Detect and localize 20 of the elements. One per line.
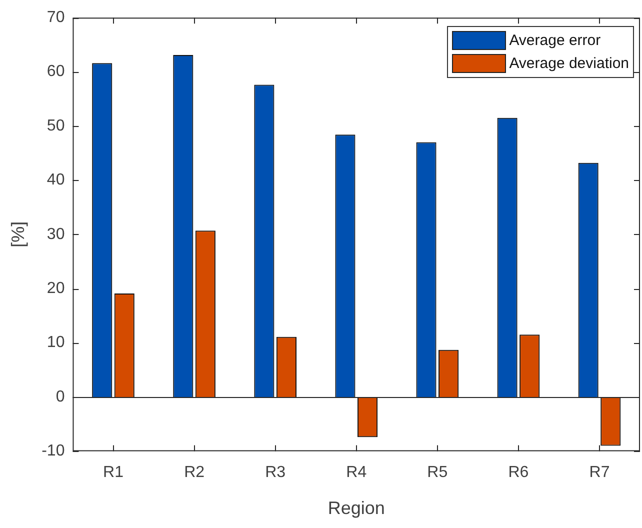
y-tick-label: 50 bbox=[46, 117, 65, 134]
x-tick-label: R6 bbox=[508, 464, 529, 482]
x-tick-label: R4 bbox=[346, 464, 367, 482]
x-axis-title: Region bbox=[328, 498, 385, 518]
x-tick-label: R5 bbox=[427, 464, 448, 482]
y-axis-title: [%] bbox=[8, 221, 28, 248]
y-tick-label: 60 bbox=[46, 63, 65, 80]
x-tick-label: R1 bbox=[103, 464, 124, 482]
x-tick-label: R3 bbox=[265, 464, 286, 482]
y-tick-label: 0 bbox=[56, 388, 65, 406]
legend-label: Average error bbox=[509, 32, 601, 49]
y-tick-label: 20 bbox=[46, 280, 65, 298]
x-tick-label: R7 bbox=[589, 464, 610, 482]
legend-label: Average deviation bbox=[509, 54, 629, 72]
x-tick-label: R2 bbox=[184, 464, 205, 482]
y-tick-label: 10 bbox=[46, 334, 65, 352]
y-tick-label: 30 bbox=[46, 226, 65, 243]
y-tick-label: 40 bbox=[46, 172, 65, 189]
y-tick-label: 70 bbox=[46, 9, 65, 26]
y-tick-label: -10 bbox=[42, 442, 65, 460]
